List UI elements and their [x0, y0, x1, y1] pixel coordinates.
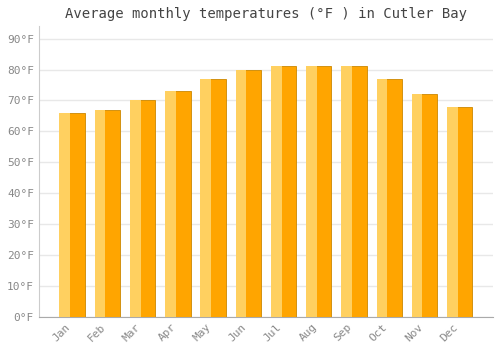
Bar [130, 100, 140, 317]
Bar [200, 79, 226, 317]
Bar [236, 70, 261, 317]
Bar [60, 113, 70, 317]
Bar [60, 113, 85, 317]
Bar [412, 94, 422, 317]
Title: Average monthly temperatures (°F ) in Cutler Bay: Average monthly temperatures (°F ) in Cu… [65, 7, 467, 21]
Bar [376, 79, 387, 317]
Bar [271, 66, 296, 317]
Bar [306, 66, 332, 317]
Bar [306, 66, 317, 317]
Bar [412, 94, 437, 317]
Bar [94, 110, 106, 317]
Bar [271, 66, 281, 317]
Bar [447, 107, 458, 317]
Bar [447, 107, 472, 317]
Bar [236, 70, 246, 317]
Bar [342, 66, 366, 317]
Bar [165, 91, 190, 317]
Bar [94, 110, 120, 317]
Bar [165, 91, 176, 317]
Bar [200, 79, 211, 317]
Bar [376, 79, 402, 317]
Bar [130, 100, 156, 317]
Bar [342, 66, 352, 317]
